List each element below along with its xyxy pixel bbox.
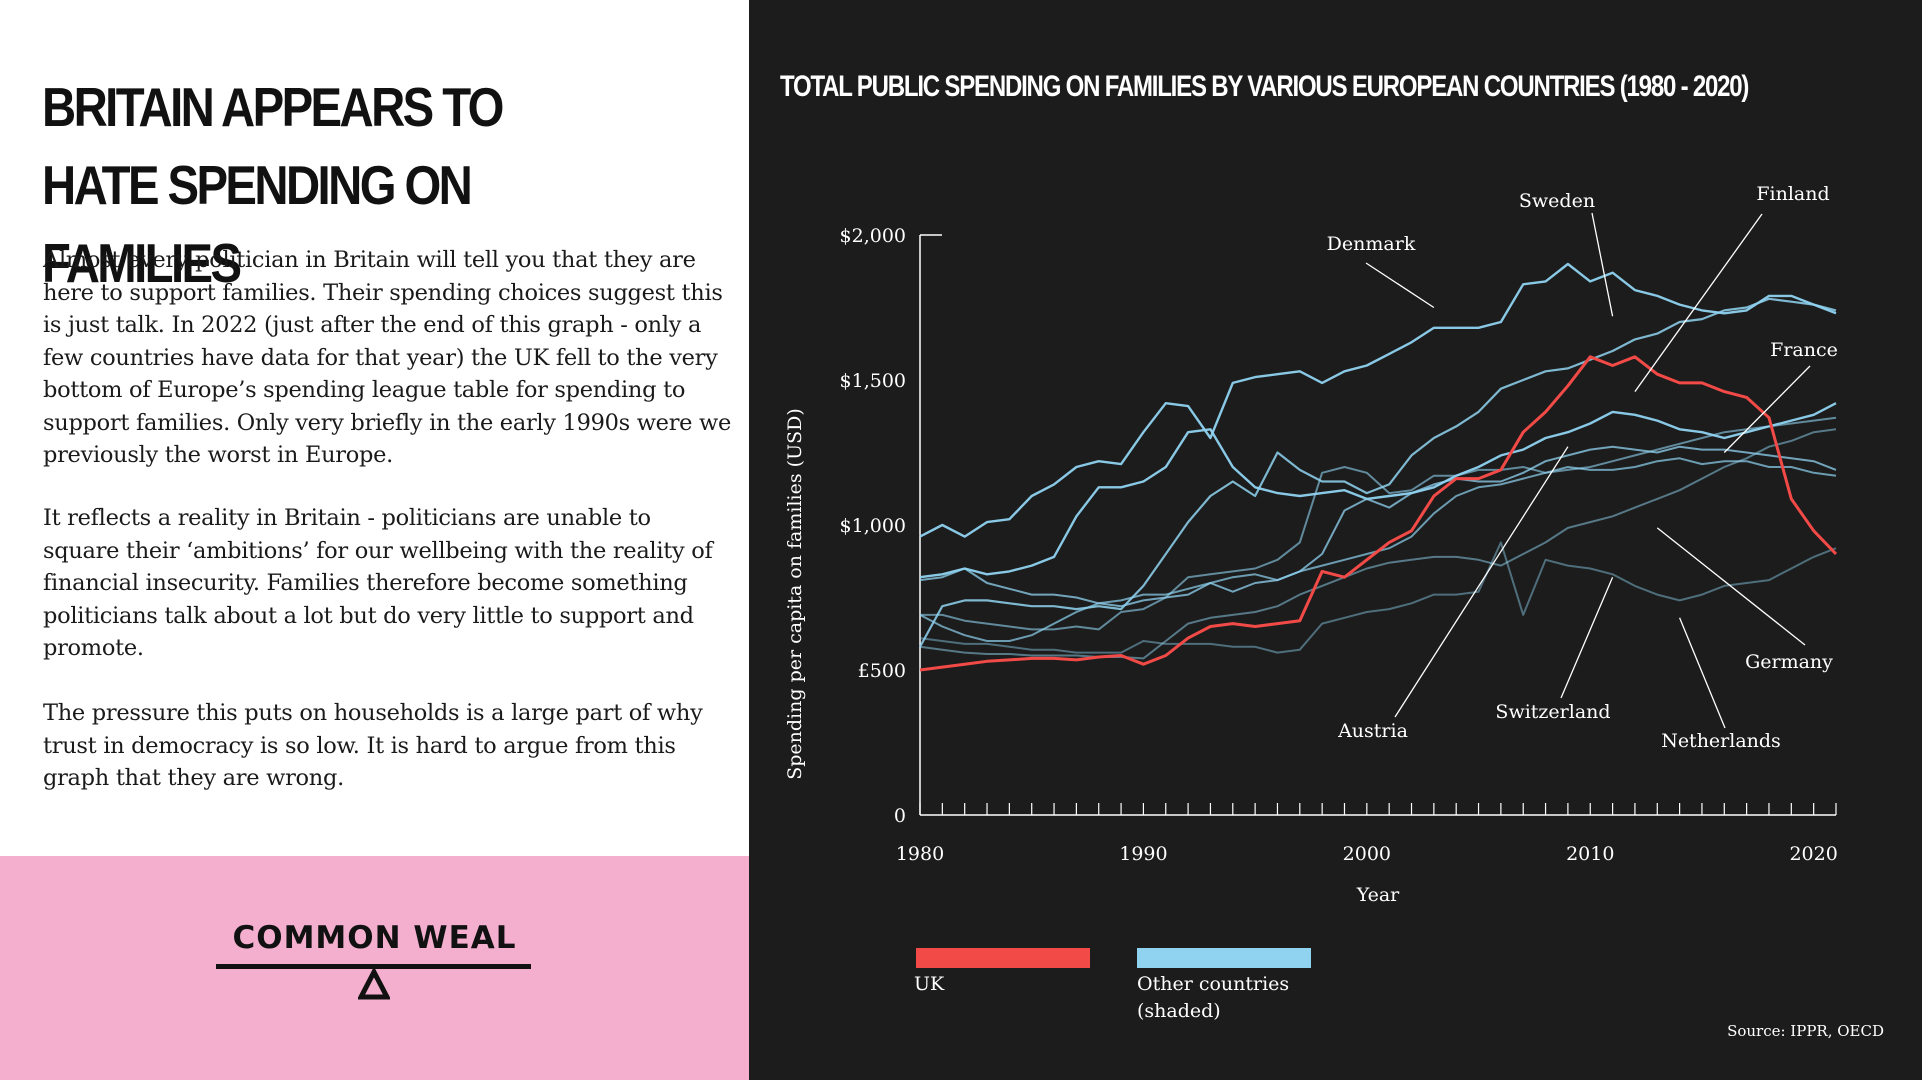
paragraph-1: Almost every politician in Britain will … — [43, 247, 731, 468]
series-line-germany — [920, 416, 1837, 631]
x-tick-label-1990: 1990 — [1119, 843, 1167, 865]
y-tick-label-0: 0 — [894, 805, 906, 827]
seesaw-triangle-icon — [358, 968, 390, 1000]
x-axis-title: Year — [1356, 884, 1400, 906]
annotation-label-netherlands: Netherlands — [1661, 730, 1781, 752]
legend-uk-swatch — [916, 948, 1090, 968]
annotation-label-sweden: Sweden — [1519, 190, 1595, 212]
series-line-denmark — [919, 262, 1837, 538]
annotation-leader-austria — [1394, 446, 1569, 718]
annotation-leader-denmark — [1365, 262, 1435, 309]
y-tick-label-1000: $1,000 — [840, 515, 906, 537]
line-chart: 1980 1990 2000 2010 2020 0 £500 $1,000 $1,500 $2,… — [784, 183, 1838, 906]
source-note: Source: IPPR, OECD — [1727, 1022, 1884, 1040]
y-tick-label-1500: $1,500 — [840, 370, 906, 392]
annotation-leader-finland — [1634, 213, 1763, 392]
legend-uk-label: UK — [914, 973, 945, 995]
text-panel: BRITAIN APPEARS TO HATE SPENDING ON FAMI… — [0, 0, 749, 856]
y-axis-title: Spending per capita on families (USD) — [784, 408, 806, 780]
annotation-leader-netherlands — [1679, 617, 1726, 729]
paragraph-3: The pressure this puts on households is … — [43, 700, 703, 791]
y-tick-label-2000: $2,000 — [840, 225, 906, 247]
logo-bar — [216, 964, 531, 969]
series-line-netherlands — [919, 541, 1837, 654]
series-line-finland — [919, 297, 1837, 648]
legend-other-label: Other countries (shaded) — [1137, 973, 1290, 1022]
x-tick-label-2000: 2000 — [1343, 843, 1391, 865]
annotation-label-switzerland: Switzerland — [1495, 701, 1610, 723]
chart-panel — [749, 0, 1922, 1080]
y-tick-label-500: £500 — [858, 660, 906, 682]
x-tick-label-2010: 2010 — [1566, 843, 1614, 865]
annotation-label-france: France — [1770, 339, 1838, 361]
series-line-uk — [919, 355, 1838, 672]
annotation-label-finland: Finland — [1756, 183, 1829, 205]
paragraph-2: It reflects a reality in Britain - polit… — [43, 505, 713, 661]
legend-other-swatch — [1137, 948, 1311, 968]
annotation-label-germany: Germany — [1745, 651, 1833, 673]
annotation-label-austria: Austria — [1337, 720, 1408, 742]
annotation-leader-sweden — [1591, 212, 1614, 317]
series-line-sweden — [919, 402, 1837, 579]
annotation-leader-germany — [1656, 527, 1806, 646]
logo-wordmark: COMMON WEAL — [232, 920, 517, 956]
headline: BRITAIN APPEARS TO HATE SPENDING ON FAMI… — [42, 76, 504, 294]
x-tick-label-2020: 2020 — [1789, 843, 1837, 865]
x-tick-label-1980: 1980 — [896, 843, 944, 865]
series-line-switzerland — [919, 428, 1837, 660]
series-line-france — [919, 445, 1837, 608]
annotation-leader-france — [1723, 365, 1811, 453]
annotation-label-denmark: Denmark — [1327, 233, 1416, 255]
chart-title: TOTAL PUBLIC SPENDING ON FAMILIES BY VAR… — [780, 70, 1749, 103]
annotation-leader-switzerland — [1560, 576, 1614, 699]
